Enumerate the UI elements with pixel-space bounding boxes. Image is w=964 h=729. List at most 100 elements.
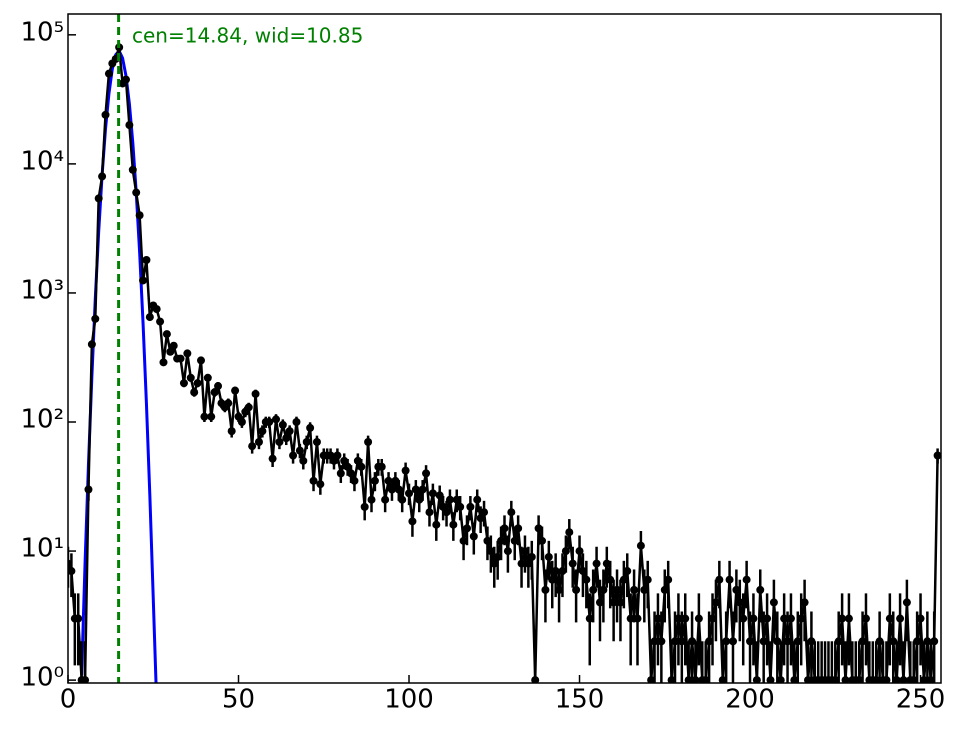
- data-point: [483, 536, 492, 545]
- data-point: [664, 575, 673, 584]
- data-point: [711, 598, 720, 607]
- data-point: [643, 575, 652, 584]
- data-point: [619, 575, 628, 584]
- data-point: [776, 676, 785, 683]
- data-point: [490, 559, 499, 568]
- data-point: [844, 614, 853, 623]
- data-point: [797, 614, 806, 623]
- data-point: [449, 520, 458, 529]
- data-point: [469, 532, 478, 541]
- data-point: [295, 446, 304, 455]
- data-point: [411, 485, 420, 494]
- data-point: [790, 676, 799, 683]
- data-point: [657, 637, 666, 646]
- data-point: [585, 614, 594, 623]
- data-point: [896, 614, 905, 623]
- data-point: [892, 676, 901, 683]
- data-point: [783, 637, 792, 646]
- data-point: [507, 508, 516, 517]
- data-point: [357, 462, 366, 471]
- data-point: [916, 614, 925, 623]
- data-point: [398, 495, 407, 504]
- data-point: [923, 637, 932, 646]
- data-point: [674, 614, 683, 623]
- data-point: [142, 256, 151, 265]
- data-point: [861, 614, 870, 623]
- data-point: [145, 313, 154, 322]
- data-point: [647, 676, 656, 683]
- annotation: cen=14.84, wid=10.85: [132, 24, 363, 48]
- data-point: [196, 356, 205, 365]
- data-point: [268, 454, 277, 463]
- data-point: [933, 451, 941, 460]
- data-point: [913, 637, 922, 646]
- data-point: [128, 165, 137, 174]
- data-point: [292, 418, 301, 427]
- data-point: [548, 575, 557, 584]
- data-point: [640, 585, 649, 594]
- data-point: [732, 585, 741, 594]
- data-point: [889, 637, 898, 646]
- data-point: [653, 614, 662, 623]
- data-point: [630, 585, 639, 594]
- data-point: [671, 637, 680, 646]
- data-point: [186, 373, 195, 382]
- y-tick-label: 10³: [20, 275, 64, 305]
- data-point: [616, 598, 625, 607]
- data-point: [336, 469, 345, 478]
- data-point: [387, 485, 396, 494]
- data-point: [432, 520, 441, 529]
- data-point: [254, 437, 263, 446]
- data-point: [340, 456, 349, 465]
- data-point: [166, 347, 175, 356]
- data-point: [763, 614, 772, 623]
- data-point: [722, 637, 731, 646]
- data-point: [350, 476, 359, 485]
- x-tick-label: 250: [896, 685, 946, 715]
- y-tick-label: 10⁴: [20, 146, 64, 176]
- data-point: [497, 536, 506, 545]
- data-point: [759, 637, 768, 646]
- data-point: [575, 547, 584, 556]
- data-point: [841, 676, 850, 683]
- data-point: [289, 451, 298, 460]
- data-point: [486, 547, 495, 556]
- data-point: [885, 614, 894, 623]
- data-point: [360, 502, 369, 511]
- data-point: [565, 528, 574, 537]
- data-point: [872, 676, 881, 683]
- data-point: [681, 614, 690, 623]
- data-point: [752, 676, 761, 683]
- data-point: [381, 495, 390, 504]
- data-point: [633, 614, 642, 623]
- data-point: [91, 314, 100, 323]
- y-tick-label: 10²: [20, 405, 64, 435]
- data-point: [68, 559, 72, 568]
- data-point: [800, 598, 809, 607]
- data-point: [742, 575, 751, 584]
- data-point: [769, 598, 778, 607]
- data-point: [343, 462, 352, 471]
- data-point: [285, 427, 294, 436]
- data-point: [558, 567, 567, 576]
- data-point: [207, 412, 216, 421]
- data-point: [834, 637, 843, 646]
- data-point: [214, 382, 223, 391]
- data-point: [875, 637, 884, 646]
- data-point: [94, 194, 103, 203]
- data-point: [561, 547, 570, 556]
- data-point: [500, 524, 509, 533]
- data-point: [572, 585, 581, 594]
- data-point: [333, 451, 342, 460]
- data-point: [766, 676, 775, 683]
- data-point: [425, 508, 434, 517]
- y-tick-label: 10¹: [20, 534, 64, 564]
- data-point: [541, 585, 550, 594]
- x-tick-label: 200: [725, 685, 775, 715]
- data-point: [159, 358, 168, 367]
- data-point: [81, 676, 90, 683]
- data-point: [227, 427, 236, 436]
- data-point: [780, 614, 789, 623]
- data-point: [231, 386, 240, 395]
- data-point: [688, 637, 697, 646]
